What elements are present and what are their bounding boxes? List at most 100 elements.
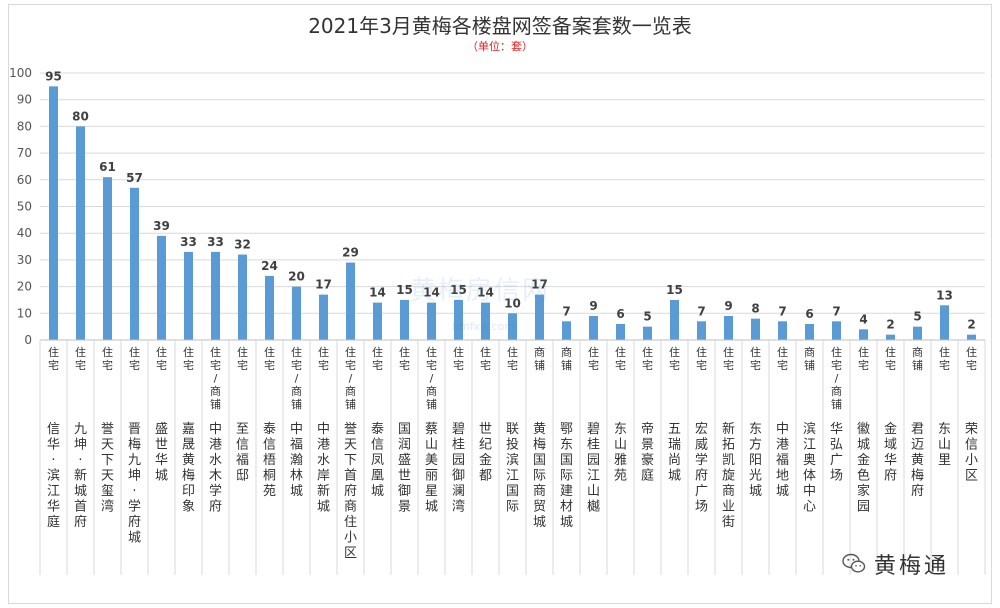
x-category-label: 碧桂园江山樾 — [587, 422, 600, 515]
bar — [130, 187, 139, 340]
data-label: 5 — [913, 310, 921, 324]
y-tick-label: 60 — [17, 173, 32, 187]
x-type-label: 住宅 — [372, 345, 383, 372]
bar — [184, 251, 193, 340]
x-type-label: 住宅 — [48, 345, 59, 372]
y-tick-label: 0 — [24, 333, 32, 347]
chart-subtitle: （单位：套） — [467, 40, 533, 53]
x-type-label: 住宅 — [156, 345, 167, 372]
x-type-label: 住宅 — [507, 345, 518, 372]
brand: 黄梅通 — [842, 548, 949, 580]
bar — [103, 177, 112, 340]
data-label: 5 — [643, 310, 651, 324]
y-tick-label: 10 — [17, 306, 32, 320]
data-label: 7 — [697, 304, 705, 318]
x-category-label: 东山里 — [938, 422, 951, 468]
bar — [697, 321, 706, 340]
bar — [454, 299, 463, 340]
x-category-label: 东山雅苑 — [614, 422, 627, 484]
bar — [940, 305, 949, 340]
chart-title: 2021年3月黄梅各楼盘网签备案套数一览表 — [308, 14, 692, 38]
y-tick-label: 30 — [17, 253, 32, 267]
y-tick-label: 80 — [17, 119, 32, 133]
bar — [913, 326, 922, 340]
x-category-label: 盛世华城 — [155, 422, 168, 484]
bar — [508, 313, 517, 340]
bar — [76, 126, 85, 341]
y-tick-label: 50 — [17, 200, 32, 214]
y-tick-label: 40 — [17, 226, 32, 240]
bar — [49, 86, 58, 340]
x-category-label: 金域华府 — [884, 421, 897, 484]
data-label: 2 — [967, 318, 975, 332]
x-category-label: 联投滨江国际 — [506, 422, 519, 515]
data-label: 17 — [315, 278, 332, 292]
x-type-label: 住宅 — [723, 345, 734, 372]
x-type-label: 商铺 — [912, 345, 923, 372]
x-type-label: 商铺 — [804, 345, 815, 372]
x-category-label: 誉天下首府商住小区 — [344, 422, 357, 561]
x-category-label: 华弘广场 — [830, 422, 843, 484]
x-category-label: 碧桂园御澜湾 — [452, 422, 465, 515]
data-label: 14 — [477, 286, 494, 300]
bar — [751, 318, 760, 340]
x-type-label: 住宅 — [696, 345, 707, 372]
x-type-label: 住宅 — [615, 345, 626, 372]
data-label: 4 — [859, 312, 867, 326]
x-type-label: 住宅 — [939, 345, 950, 372]
x-type-label: 住宅 — [669, 345, 680, 372]
data-label: 7 — [562, 304, 570, 318]
bar — [400, 299, 409, 340]
data-label: 24 — [261, 259, 278, 273]
x-category-label: 中港水木学府 — [209, 422, 222, 515]
watermark: 黄梅房信网 — [410, 276, 551, 306]
data-label: 33 — [180, 235, 197, 249]
x-category-label: 君迈黄梅府 — [911, 422, 924, 499]
data-label: 61 — [99, 160, 116, 174]
bar — [157, 235, 166, 340]
data-label: 33 — [207, 235, 224, 249]
data-label: 20 — [288, 270, 305, 284]
y-axis: 0 10 20 30 40 50 60 70 80 90 100 — [9, 66, 32, 347]
bar — [886, 334, 895, 340]
bar — [292, 286, 301, 340]
x-type-label: 商铺 — [534, 345, 545, 372]
data-label: 6 — [616, 307, 624, 321]
x-type-label: 住宅 — [264, 345, 275, 372]
data-label: 39 — [153, 219, 170, 233]
data-label: 8 — [751, 302, 759, 316]
bar — [589, 315, 598, 340]
x-category-label: 东方阳光城 — [749, 422, 762, 499]
x-type-label: 住宅/商铺 — [831, 345, 842, 411]
bars — [49, 86, 976, 341]
x-type-label: 住宅 — [642, 345, 653, 372]
data-label: 9 — [724, 299, 732, 313]
x-type-label: 住宅/商铺 — [426, 345, 437, 411]
x-type-label: 住宅 — [858, 345, 869, 372]
x-category-label: 至信福邸 — [236, 422, 249, 484]
watermark-url: hmfxw.com — [452, 320, 516, 333]
x-type-label: 住宅 — [966, 345, 977, 372]
x-type-label: 住宅 — [885, 345, 896, 372]
data-label: 95 — [45, 69, 62, 83]
x-category-label: 信华·滨江华庭 — [47, 422, 60, 530]
x-type-label: 商铺 — [561, 345, 572, 372]
data-label: 2 — [886, 318, 894, 332]
x-type-label: 住宅/商铺 — [291, 345, 302, 411]
bar — [319, 294, 328, 340]
data-label: 7 — [832, 304, 840, 318]
data-label: 10 — [504, 296, 521, 310]
data-label: 32 — [234, 238, 251, 252]
x-category-label: 泰信梧桐苑 — [263, 422, 276, 499]
data-label: 15 — [666, 283, 683, 297]
x-type-label: 住宅 — [777, 345, 788, 372]
x-category-label: 中港福地城 — [776, 422, 789, 499]
bar — [346, 262, 355, 340]
y-tick-label: 100 — [9, 66, 32, 80]
x-type-label: 住宅 — [75, 345, 86, 372]
x-category-label: 国润盛世御景 — [398, 422, 411, 515]
x-category-label: 滨江奥体中心 — [803, 421, 816, 515]
bar — [562, 321, 571, 340]
